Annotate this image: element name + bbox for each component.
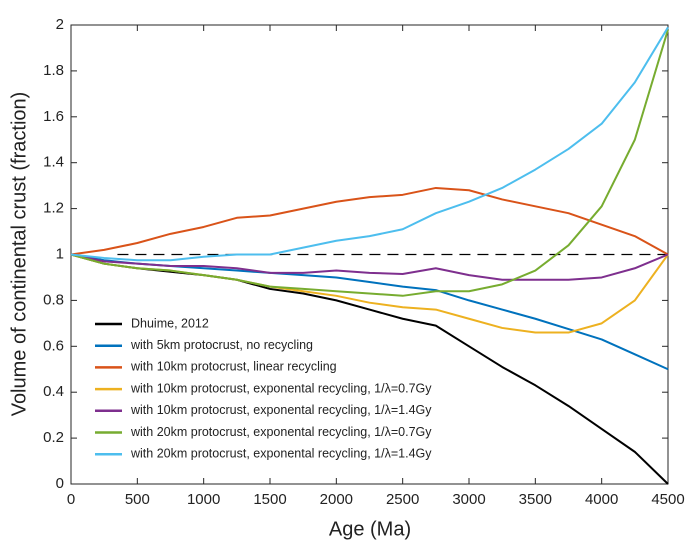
- y-tick-label: 1: [56, 245, 64, 262]
- legend-label: with 20km protocrust, exponental recycli…: [130, 446, 432, 460]
- x-tick-label: 4500: [651, 491, 684, 508]
- legend-label: with 20km protocrust, exponental recycli…: [130, 425, 432, 439]
- x-tick-label: 1500: [253, 491, 286, 508]
- legend-label: with 10km protocrust, linear recycling: [130, 360, 337, 374]
- legend-label: Dhuime, 2012: [131, 316, 209, 330]
- y-tick-label: 0.6: [43, 337, 64, 354]
- y-tick-label: 0.4: [43, 383, 64, 400]
- y-tick-label: 1.8: [43, 62, 64, 79]
- series-line: [70, 253, 669, 281]
- x-tick-label: 0: [67, 491, 75, 508]
- series-line: [70, 253, 669, 485]
- y-tick-label: 0: [56, 475, 64, 492]
- legend-label: with 5km protocrust, no recycling: [130, 338, 313, 352]
- y-tick-label: 0.8: [43, 291, 64, 308]
- y-tick-label: 1.6: [43, 108, 64, 125]
- series-line: [70, 253, 669, 371]
- y-tick-label: 2: [56, 16, 64, 33]
- series-line: [70, 26, 669, 262]
- legend-label: with 10km protocrust, exponental recycli…: [130, 403, 432, 417]
- x-tick-label: 3500: [519, 491, 552, 508]
- x-axis-label: Age (Ma): [329, 518, 411, 540]
- y-tick-label: 1.2: [43, 200, 64, 217]
- y-tick-label: 0.2: [43, 429, 64, 446]
- x-tick-label: 500: [125, 491, 150, 508]
- series-line: [70, 29, 669, 297]
- y-axis-label: Volume of continental crust (fraction): [8, 92, 30, 417]
- x-tick-label: 2000: [320, 491, 353, 508]
- series-line: [70, 186, 669, 256]
- x-tick-label: 2500: [386, 491, 419, 508]
- x-tick-label: 3000: [452, 491, 485, 508]
- y-tick-label: 1.4: [43, 154, 64, 171]
- legend-label: with 10km protocrust, exponental recycli…: [130, 381, 432, 395]
- x-tick-label: 4000: [585, 491, 618, 508]
- x-tick-label: 1000: [187, 491, 220, 508]
